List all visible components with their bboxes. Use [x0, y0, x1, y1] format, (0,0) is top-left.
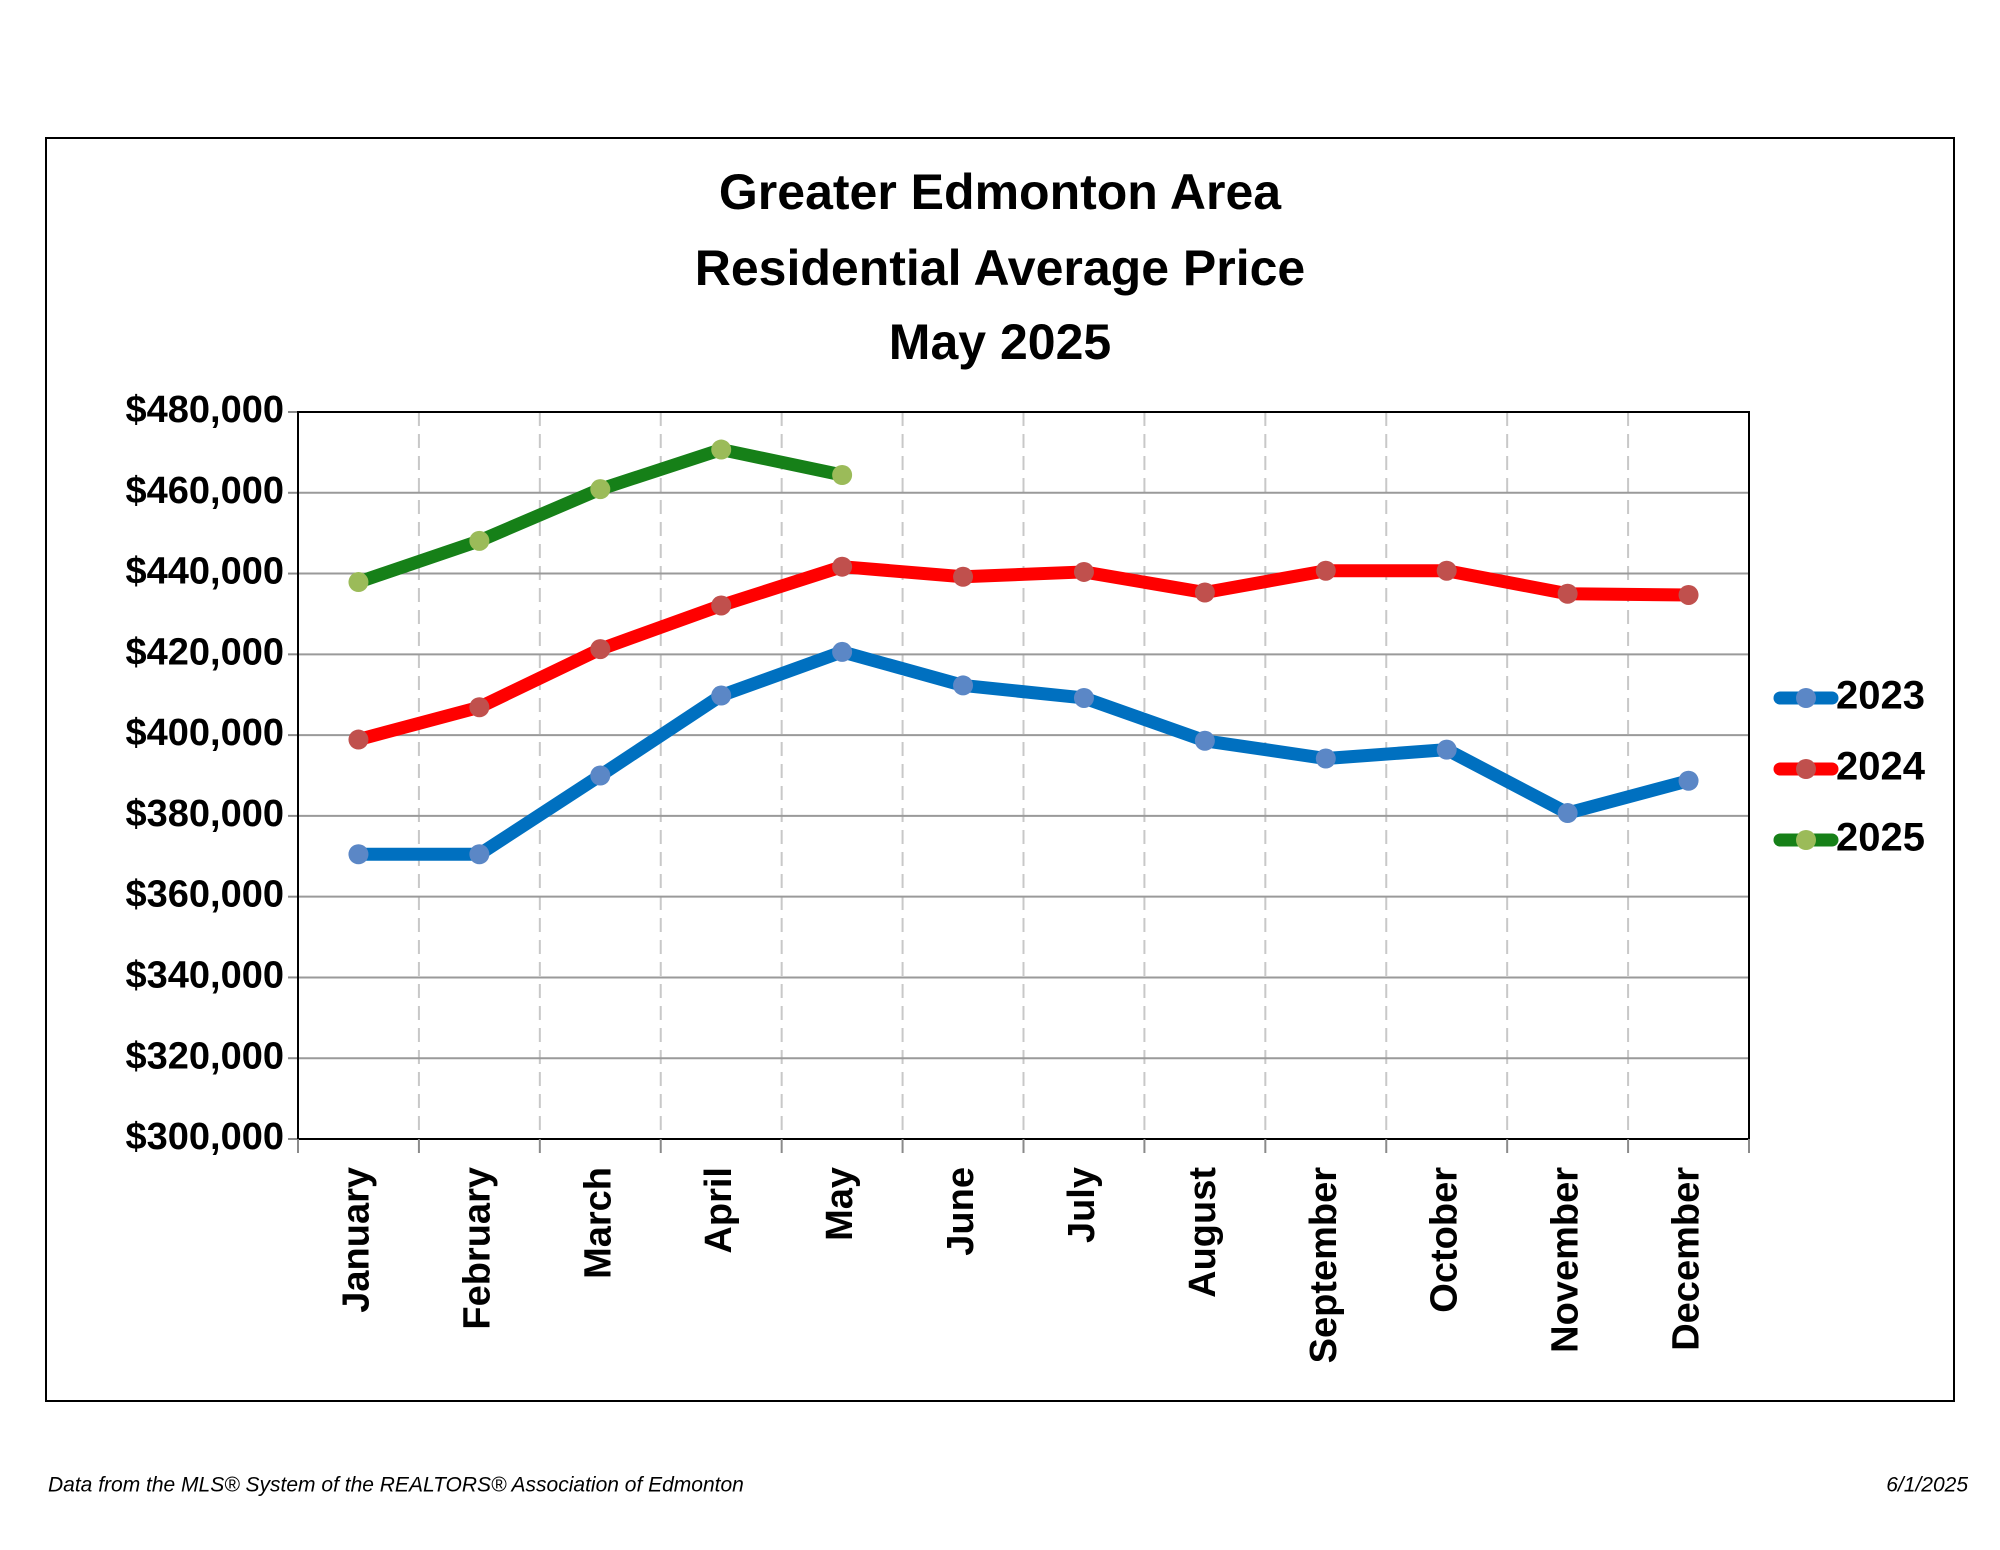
data-point	[711, 685, 732, 706]
y-tick-label: $380,000	[126, 793, 285, 835]
data-point	[590, 479, 611, 500]
y-tick-label: $460,000	[126, 470, 285, 512]
legend-marker	[1796, 830, 1816, 850]
legend-label: 2023	[1836, 674, 1925, 718]
data-point	[1557, 583, 1578, 604]
data-point	[590, 765, 611, 786]
data-point	[832, 465, 853, 486]
data-point	[348, 729, 369, 750]
x-tick-label: August	[1182, 1167, 1224, 1298]
data-point	[1194, 582, 1215, 603]
data-point	[348, 572, 369, 593]
x-tick-label: February	[456, 1167, 498, 1330]
data-point	[1678, 584, 1699, 605]
x-tick-label: March	[577, 1167, 619, 1279]
y-tick-label: $340,000	[126, 954, 285, 996]
data-point	[1678, 770, 1699, 791]
x-tick-label: July	[1061, 1167, 1103, 1243]
data-point	[1436, 739, 1457, 760]
x-tick-label: April	[698, 1167, 740, 1254]
data-point	[832, 641, 853, 662]
data-point	[953, 566, 974, 587]
series-line	[351, 560, 1696, 747]
chart-frame	[45, 137, 1955, 1402]
series-line	[351, 645, 1696, 861]
data-point	[469, 697, 490, 718]
data-point	[1315, 748, 1336, 769]
y-tick-label: $440,000	[126, 551, 285, 593]
x-tick-label: May	[819, 1167, 861, 1241]
chart-title: Residential Average Price	[695, 240, 1305, 296]
data-point	[1073, 687, 1094, 708]
y-tick-label: $400,000	[126, 712, 285, 754]
data-point	[1436, 560, 1457, 581]
data-point	[1073, 561, 1094, 582]
footer-source: Data from the MLS® System of the REALTOR…	[48, 1474, 744, 1497]
data-point	[953, 675, 974, 696]
legend-marker	[1796, 688, 1816, 708]
x-tick-label: October	[1424, 1167, 1466, 1313]
x-tick-label: January	[335, 1167, 377, 1313]
data-point	[711, 439, 732, 460]
data-point	[469, 530, 490, 551]
data-point	[469, 844, 490, 865]
data-point	[1557, 803, 1578, 824]
y-tick-label: $300,000	[126, 1116, 285, 1158]
data-point	[832, 556, 853, 577]
data-point	[711, 595, 732, 616]
chart-title: Greater Edmonton Area	[719, 164, 1282, 220]
y-tick-label: $480,000	[126, 389, 285, 431]
data-point	[1194, 730, 1215, 751]
legend-marker	[1796, 759, 1816, 779]
x-tick-label: June	[940, 1167, 982, 1256]
data-point	[590, 639, 611, 660]
chart-title: May 2025	[889, 314, 1111, 370]
legend-label: 2024	[1836, 745, 1926, 789]
x-tick-label: September	[1303, 1167, 1345, 1364]
y-tick-label: $420,000	[126, 631, 285, 673]
legend-label: 2025	[1836, 816, 1925, 860]
data-point	[348, 844, 369, 865]
x-tick-label: November	[1545, 1167, 1587, 1353]
x-tick-label: December	[1666, 1167, 1708, 1351]
y-tick-label: $320,000	[126, 1035, 285, 1077]
data-point	[1315, 560, 1336, 581]
y-tick-label: $360,000	[126, 874, 285, 916]
footer-date: 6/1/2025	[1886, 1474, 1968, 1497]
